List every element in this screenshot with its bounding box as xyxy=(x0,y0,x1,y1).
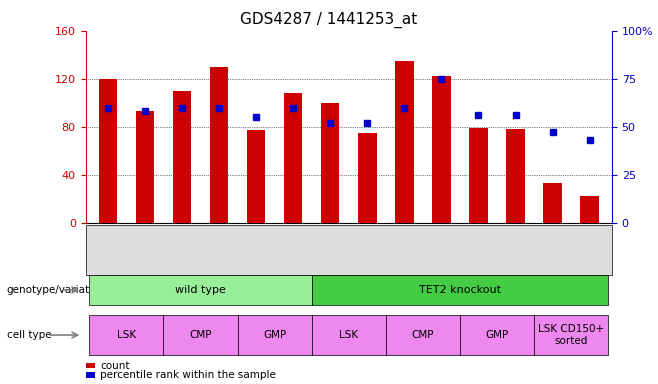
Text: percentile rank within the sample: percentile rank within the sample xyxy=(100,370,276,380)
Bar xyxy=(99,79,117,223)
Text: LSK CD150+
sorted: LSK CD150+ sorted xyxy=(538,324,604,346)
Text: TET2 knockout: TET2 knockout xyxy=(419,285,501,295)
Bar xyxy=(321,103,340,223)
Text: CMP: CMP xyxy=(412,330,434,340)
Text: LSK: LSK xyxy=(339,330,359,340)
Bar xyxy=(358,133,376,223)
Text: GDS4287 / 1441253_at: GDS4287 / 1441253_at xyxy=(240,12,418,28)
Bar xyxy=(395,61,414,223)
Bar xyxy=(469,128,488,223)
Text: cell type: cell type xyxy=(7,330,51,340)
Bar xyxy=(136,111,154,223)
Bar xyxy=(544,183,562,223)
Bar xyxy=(247,130,265,223)
Text: genotype/variation: genotype/variation xyxy=(7,285,106,295)
Bar xyxy=(580,196,599,223)
Bar xyxy=(284,93,303,223)
Bar xyxy=(506,129,525,223)
Text: GMP: GMP xyxy=(263,330,286,340)
Text: GMP: GMP xyxy=(486,330,509,340)
Bar xyxy=(432,76,451,223)
Bar xyxy=(172,91,191,223)
Text: count: count xyxy=(100,361,130,371)
Text: LSK: LSK xyxy=(116,330,136,340)
Text: wild type: wild type xyxy=(175,285,226,295)
Text: CMP: CMP xyxy=(190,330,212,340)
Bar xyxy=(210,67,228,223)
